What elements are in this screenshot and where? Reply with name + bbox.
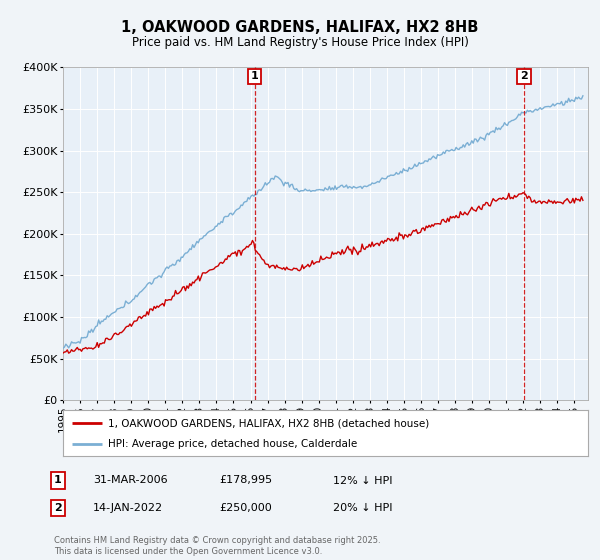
Text: HPI: Average price, detached house, Calderdale: HPI: Average price, detached house, Cald… (107, 440, 357, 450)
Text: 1, OAKWOOD GARDENS, HALIFAX, HX2 8HB (detached house): 1, OAKWOOD GARDENS, HALIFAX, HX2 8HB (de… (107, 418, 429, 428)
Text: Price paid vs. HM Land Registry's House Price Index (HPI): Price paid vs. HM Land Registry's House … (131, 36, 469, 49)
Text: £250,000: £250,000 (219, 503, 272, 513)
Text: £178,995: £178,995 (219, 475, 272, 486)
Text: 2: 2 (54, 503, 62, 513)
Text: 31-MAR-2006: 31-MAR-2006 (93, 475, 167, 486)
Text: 1: 1 (54, 475, 62, 486)
Text: Contains HM Land Registry data © Crown copyright and database right 2025.
This d: Contains HM Land Registry data © Crown c… (54, 536, 380, 556)
Text: 1, OAKWOOD GARDENS, HALIFAX, HX2 8HB: 1, OAKWOOD GARDENS, HALIFAX, HX2 8HB (121, 20, 479, 35)
Text: 2: 2 (520, 71, 528, 81)
Text: 14-JAN-2022: 14-JAN-2022 (93, 503, 163, 513)
Text: 1: 1 (251, 71, 259, 81)
Text: 12% ↓ HPI: 12% ↓ HPI (333, 475, 392, 486)
Text: 20% ↓ HPI: 20% ↓ HPI (333, 503, 392, 513)
